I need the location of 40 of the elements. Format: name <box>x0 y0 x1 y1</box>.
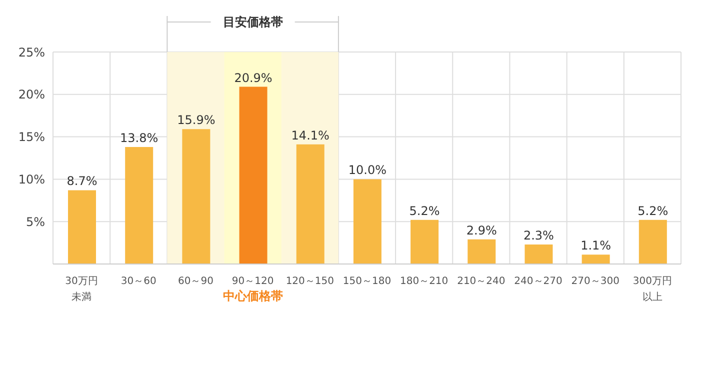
x-tick-label: 210～240 <box>457 276 506 287</box>
y-tick-label: 5% <box>26 214 45 229</box>
x-tick-label: 120～150 <box>286 276 334 287</box>
x-tick-label: 60～90 <box>178 276 214 287</box>
x-tick-label: 270～300 <box>571 276 620 287</box>
bar <box>182 129 210 264</box>
data-label: 14.1% <box>291 128 330 142</box>
x-tick-label: 90～120 <box>232 276 274 287</box>
bar <box>68 190 96 264</box>
y-tick-label: 10% <box>18 172 45 186</box>
band-label: 中心価格帯 <box>222 289 283 303</box>
bar <box>524 244 553 264</box>
data-label: 15.9% <box>177 113 216 128</box>
bar <box>125 146 154 264</box>
data-label: 13.8% <box>120 130 158 145</box>
bar <box>296 144 324 264</box>
x-tick-label: 30万円未満 <box>65 276 98 303</box>
bar <box>410 220 439 264</box>
bar <box>582 254 610 264</box>
x-tick-label: 180～210 <box>400 276 448 287</box>
y-tick-label: 20% <box>18 88 45 102</box>
band-label: 目安価格帯 <box>222 15 283 29</box>
data-label: 1.1% <box>580 238 612 253</box>
bracket: 目安価格帯 <box>166 15 339 52</box>
bar <box>353 179 382 264</box>
y-tick-label: 25% <box>18 45 45 60</box>
data-label: 8.7% <box>66 174 98 188</box>
data-label: 10.0% <box>348 163 387 178</box>
data-label: 5.2% <box>638 204 668 218</box>
bar <box>638 220 667 264</box>
data-label: 20.9% <box>234 70 272 85</box>
bar <box>468 239 496 264</box>
x-tick-label: 150～180 <box>342 276 392 287</box>
data-label: 2.9% <box>466 223 497 238</box>
data-label: 2.3% <box>523 228 554 242</box>
x-tick-label: 300万円以上 <box>632 276 672 303</box>
y-tick-label: 15% <box>18 130 45 144</box>
x-tick-label: 240～270 <box>514 276 562 287</box>
data-label: 5.2% <box>409 204 440 218</box>
x-tick-label: 30～60 <box>120 276 156 287</box>
